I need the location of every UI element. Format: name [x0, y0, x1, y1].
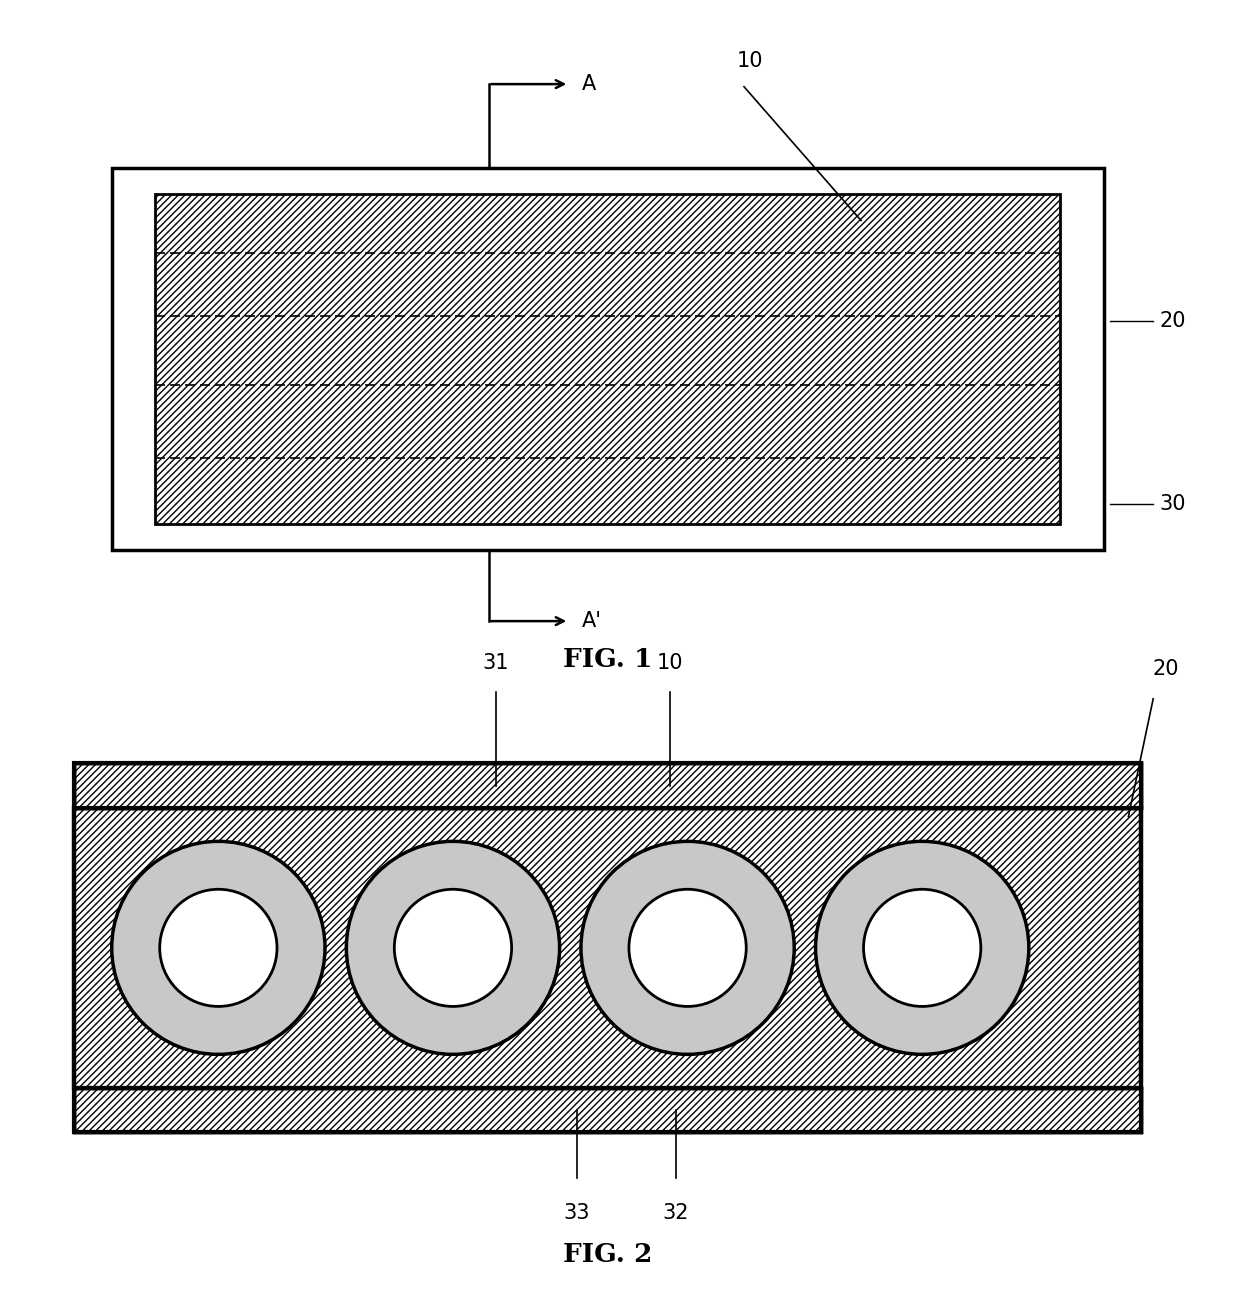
Text: 20: 20: [1152, 660, 1179, 679]
Bar: [112, 168, 1104, 550]
Bar: [155, 194, 1060, 524]
Ellipse shape: [816, 841, 1029, 1055]
Text: 32: 32: [662, 1203, 689, 1223]
Bar: [74, 807, 1141, 1088]
Text: FIG. 1: FIG. 1: [563, 647, 652, 673]
Text: 20: 20: [1159, 311, 1185, 331]
Ellipse shape: [580, 841, 795, 1055]
Ellipse shape: [346, 841, 559, 1055]
Bar: [74, 1088, 1141, 1132]
Bar: [74, 807, 1141, 1088]
Text: 31: 31: [482, 653, 510, 673]
Ellipse shape: [863, 889, 981, 1007]
Text: A': A': [582, 611, 601, 631]
Text: 33: 33: [563, 1203, 590, 1223]
Text: 30: 30: [1159, 494, 1185, 514]
Ellipse shape: [346, 841, 559, 1055]
Ellipse shape: [112, 841, 325, 1055]
Ellipse shape: [394, 889, 512, 1007]
Ellipse shape: [112, 841, 325, 1055]
Ellipse shape: [160, 889, 277, 1007]
Ellipse shape: [629, 889, 746, 1007]
Bar: [74, 763, 1141, 807]
Text: FIG. 2: FIG. 2: [563, 1242, 652, 1267]
Ellipse shape: [816, 841, 1029, 1055]
Bar: [74, 1088, 1141, 1132]
Text: 10: 10: [656, 653, 683, 673]
Ellipse shape: [863, 889, 981, 1007]
Bar: [74, 763, 1141, 1132]
Ellipse shape: [160, 889, 277, 1007]
Ellipse shape: [580, 841, 795, 1055]
Ellipse shape: [394, 889, 512, 1007]
Ellipse shape: [629, 889, 746, 1007]
Text: 10: 10: [737, 52, 764, 71]
Text: A: A: [582, 74, 595, 94]
Bar: [74, 763, 1141, 807]
